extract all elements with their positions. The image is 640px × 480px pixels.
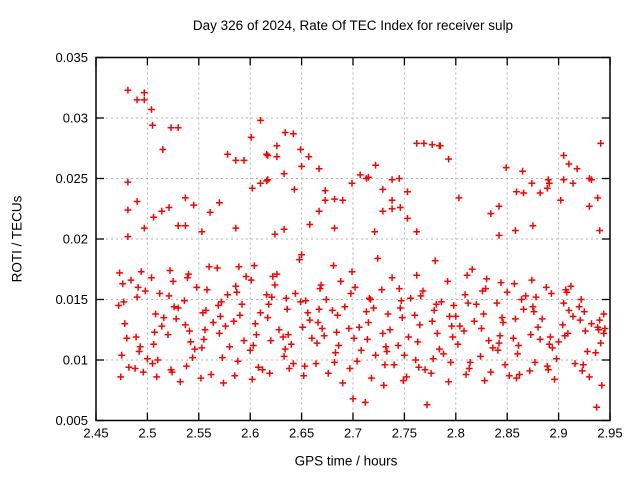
y-tick-label: 0.01 [63, 353, 88, 368]
y-tick-label: 0.015 [55, 292, 88, 307]
scatter-points [115, 86, 609, 411]
x-tick-label: 2.65 [289, 426, 314, 441]
x-tick-label: 2.7 [344, 426, 362, 441]
y-tick-label: 0.02 [63, 232, 88, 247]
x-axis-label: GPS time / hours [294, 453, 398, 469]
x-tick-label: 2.8 [447, 426, 465, 441]
x-tick-label: 2.85 [495, 426, 520, 441]
x-tick-label: 2.55 [186, 426, 211, 441]
x-tick-label: 2.5 [138, 426, 156, 441]
x-tick-label: 2.95 [597, 426, 622, 441]
x-tick-label: 2.75 [392, 426, 417, 441]
y-tick-label: 0.03 [63, 111, 88, 126]
y-tick-label: 0.005 [55, 413, 88, 428]
x-tick-label: 2.6 [241, 426, 259, 441]
chart-title: Day 326 of 2024, Rate Of TEC Index for r… [192, 18, 514, 33]
y-tick-label: 0.035 [55, 50, 88, 65]
x-tick-label: 2.9 [550, 426, 568, 441]
y-tick-label: 0.025 [55, 171, 88, 186]
plot-border [95, 56, 611, 422]
x-tick-label: 2.45 [83, 426, 108, 441]
